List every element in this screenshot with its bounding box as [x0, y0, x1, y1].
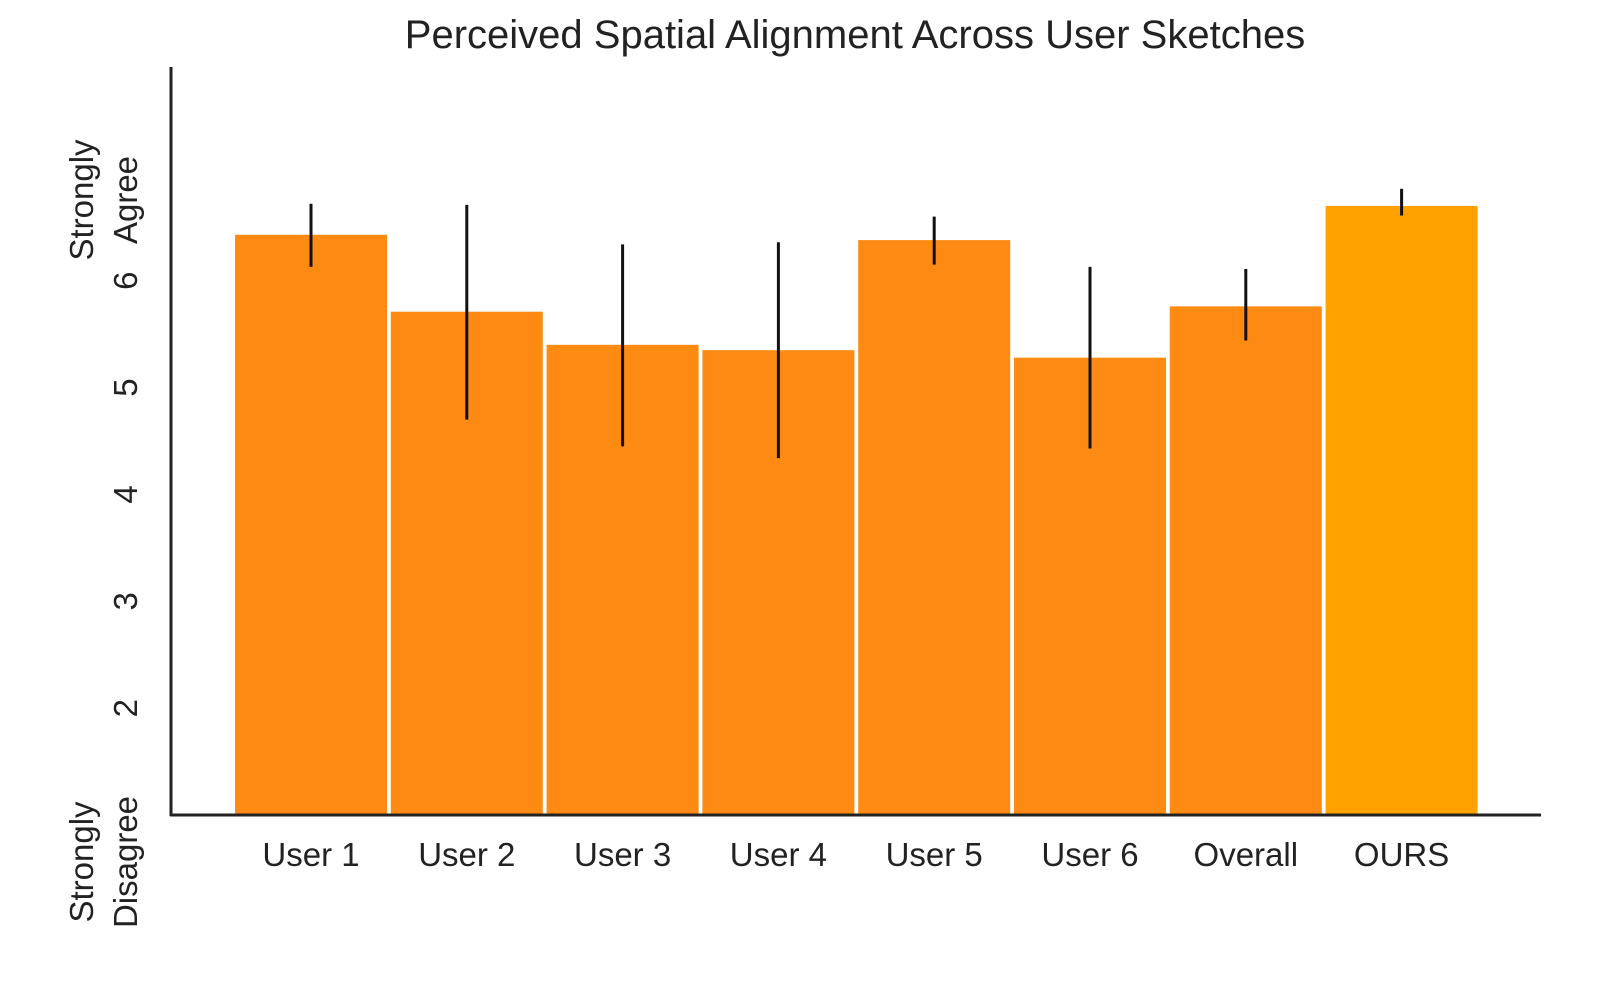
bar-user-1: [235, 234, 387, 815]
bars: [235, 205, 1478, 815]
x-tick-label: OURS: [1354, 836, 1449, 873]
bar-ours: [1325, 205, 1478, 815]
y-tick-label-top: Strongly Agree: [63, 139, 144, 261]
x-tick-label: User 4: [730, 836, 827, 873]
y-tick-label: 2: [107, 699, 144, 717]
y-tick-label: 3: [107, 592, 144, 610]
x-tick-label: User 6: [1041, 836, 1138, 873]
x-tick-label: Overall: [1194, 836, 1299, 873]
y-tick-label-bottom: Strongly Disagree: [63, 796, 144, 928]
y-tick-label: 4: [107, 485, 144, 503]
x-tick-labels: User 1 User 2 User 3 User 4 User 5 User 6 Over…: [262, 836, 1449, 873]
x-tick-label: User 5: [886, 836, 983, 873]
x-tick-label: User 1: [262, 836, 359, 873]
x-tick-label: User 2: [418, 836, 515, 873]
x-tick-label: User 3: [574, 836, 671, 873]
error-bars: [309, 188, 1404, 459]
y-tick-labels: Strongly Disagree 2 3 4 5 6 Strongly Agree: [63, 139, 144, 928]
axes: [169, 67, 1541, 817]
chart-title: Perceived Spatial Alignment Across User …: [405, 13, 1305, 57]
bar-overall: [1169, 306, 1322, 815]
y-tick-label: 6: [107, 272, 144, 290]
y-tick-label: 5: [107, 378, 144, 396]
bar-user-5: [858, 240, 1011, 815]
